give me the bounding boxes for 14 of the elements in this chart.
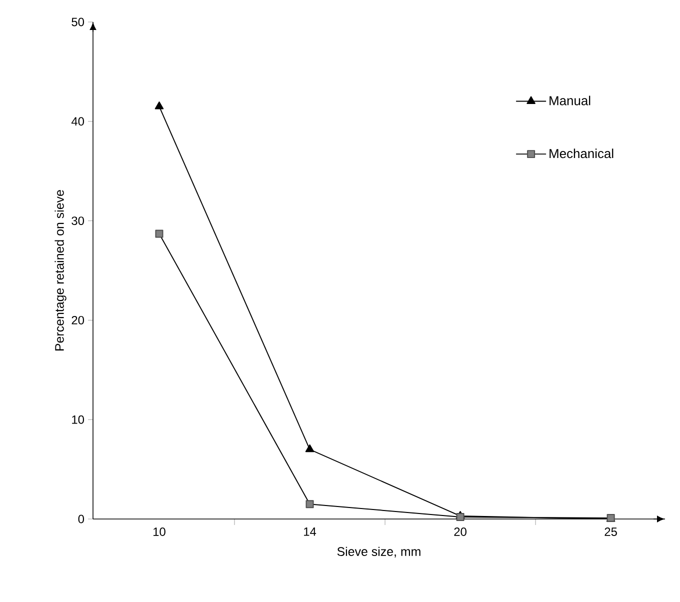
x-tick-label: 25 <box>604 528 617 536</box>
x-tick-label: 20 <box>454 528 466 536</box>
x-tick-label: 14 <box>304 528 316 536</box>
y-tick-label: 0 <box>78 514 84 524</box>
y-tick-label: 30 <box>72 216 84 226</box>
y-tick-label: 40 <box>71 117 84 126</box>
y-axis-title: Percentage retained on sieve <box>54 190 66 350</box>
legend-label: Manual <box>550 96 590 106</box>
x-tick-label: 10 <box>153 528 166 536</box>
y-tick-label: 50 <box>72 18 84 26</box>
y-tick-label: 10 <box>72 415 84 424</box>
y-tick-label: 20 <box>72 316 84 324</box>
legend-label: Mechanical <box>550 148 614 158</box>
x-axis-title: Sieve size, mm <box>337 546 420 558</box>
